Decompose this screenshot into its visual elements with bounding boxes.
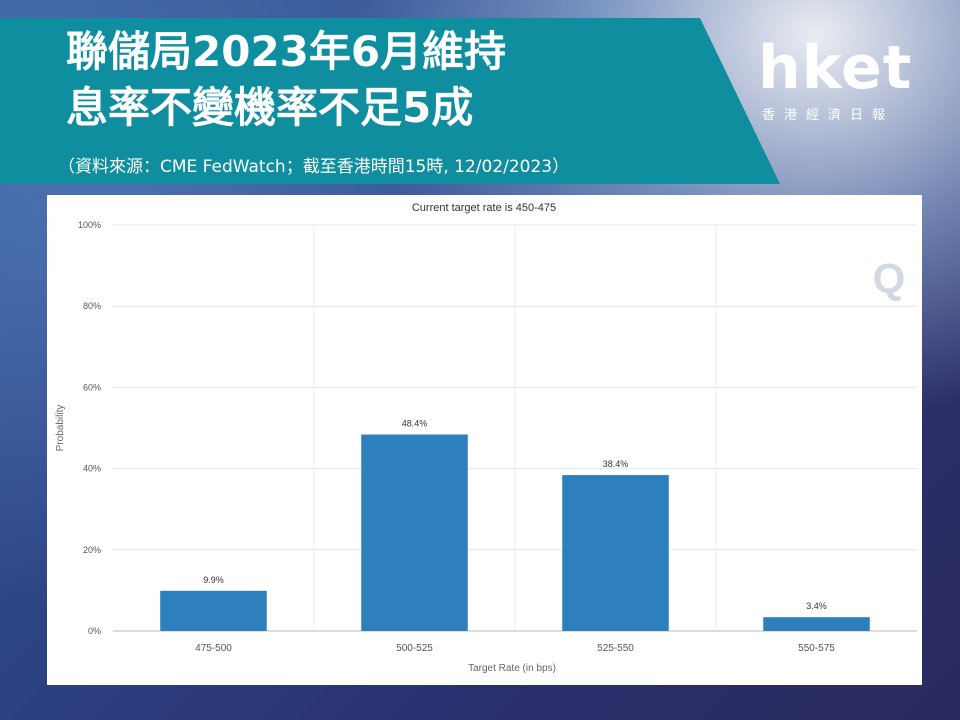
y-tick-label: 20% xyxy=(83,545,101,555)
title-banner xyxy=(0,18,780,184)
data-label-525-550: 38.4% xyxy=(603,459,629,469)
title-line-1: 聯儲局2023年6月維持 xyxy=(66,27,507,76)
bar-550-575 xyxy=(763,617,870,631)
x-tick-label: 475-500 xyxy=(195,643,232,654)
x-tick-label: 550-575 xyxy=(798,643,835,654)
chart-panel: Current target rate is 450-475 0% 20% 40% 6… xyxy=(47,195,922,685)
data-label-500-525: 48.4% xyxy=(402,418,428,428)
x-axis-label: Target Rate (in bps) xyxy=(468,663,556,674)
bar-525-550 xyxy=(562,475,669,631)
y-tick-label: 40% xyxy=(83,464,101,474)
watermark-q-logo: Q xyxy=(873,255,906,302)
bar-data-labels: 9.9% 48.4% 38.4% 3.4% xyxy=(203,418,827,611)
y-tick-label: 80% xyxy=(83,301,101,311)
x-tick-label: 500-525 xyxy=(396,643,433,654)
bar-500-525 xyxy=(361,434,468,631)
chart-bars xyxy=(160,434,870,631)
y-tick-label: 100% xyxy=(78,220,101,230)
chart-gridlines xyxy=(113,224,917,632)
y-axis-label: Probability xyxy=(55,405,66,452)
title-line-2: 息率不變機率不足5成 xyxy=(66,83,474,132)
hket-logo: hket xyxy=(758,33,913,103)
x-tick-label: 525-550 xyxy=(597,643,634,654)
y-tick-label: 60% xyxy=(83,382,101,392)
data-label-475-500: 9.9% xyxy=(203,575,224,585)
bar-475-500 xyxy=(160,590,267,631)
source-note: （資料來源：CME FedWatch；截至香港時間15時, 12/02/2023… xyxy=(58,157,570,177)
data-label-550-575: 3.4% xyxy=(806,601,827,611)
chart-title: Current target rate is 450-475 xyxy=(412,202,556,214)
page-title: 聯儲局2023年6月維持 息率不變機率不足5成 xyxy=(66,24,506,136)
hket-logo-tagline: 香港經濟日報 xyxy=(762,108,895,123)
x-axis-categories: 475-500 500-525 525-550 550-575 xyxy=(195,643,835,654)
y-tick-label: 0% xyxy=(88,626,101,636)
y-axis-ticks: 0% 20% 40% 60% 80% 100% xyxy=(78,220,101,636)
probability-bar-chart: Current target rate is 450-475 0% 20% 40% 6… xyxy=(55,202,917,674)
